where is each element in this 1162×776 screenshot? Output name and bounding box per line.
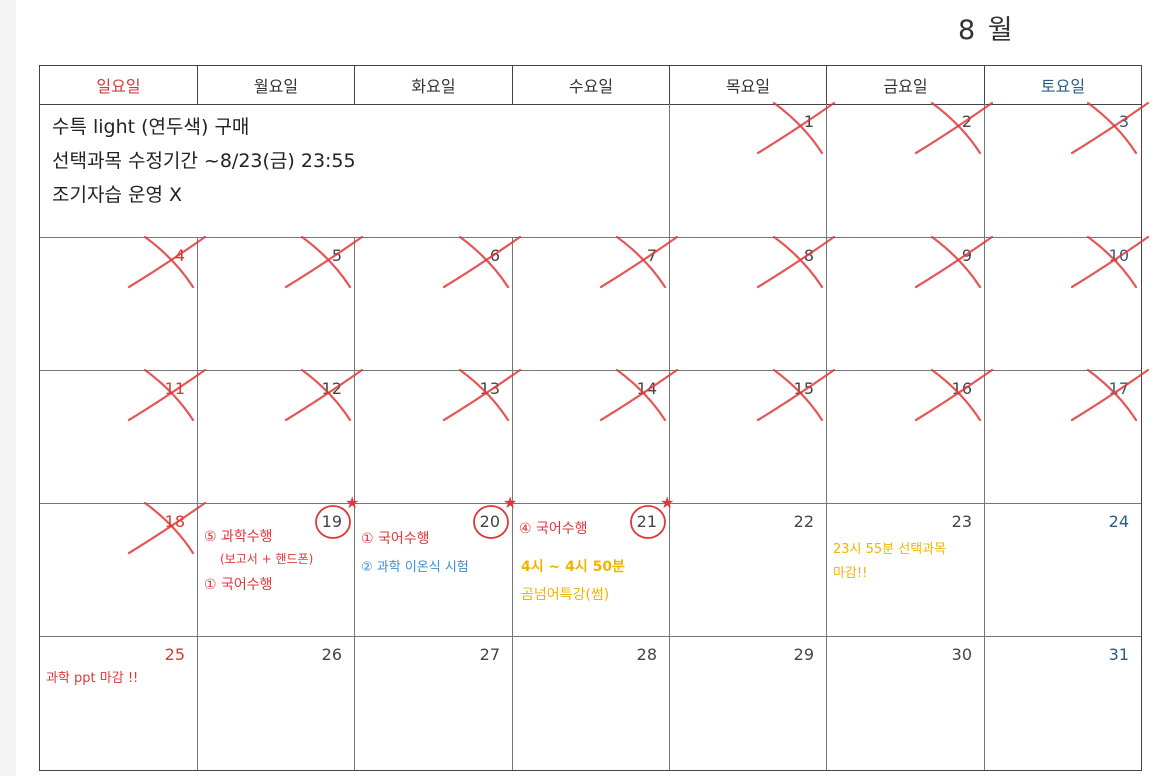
- day-cell: 10: [985, 238, 1141, 370]
- day-cell: 26: [198, 637, 355, 770]
- month-title: 8 월: [958, 15, 1015, 46]
- note-d19-line-1: ⑤ 과학수행: [204, 529, 273, 545]
- note-d21-line-3: 곰넘어특강(썸): [521, 587, 610, 603]
- note-d20-line-1: ① 국어수행: [361, 531, 430, 547]
- day-number: 1: [803, 112, 814, 131]
- day-number: 9: [961, 246, 972, 265]
- day-number: 12: [321, 379, 342, 398]
- day-cell: 22: [670, 504, 827, 636]
- day-number: 7: [646, 246, 657, 265]
- day-number: 31: [1108, 645, 1129, 664]
- day-number: 2: [961, 112, 972, 131]
- note-d21-line-1: ④ 국어수행: [519, 521, 588, 537]
- day-cell: 25 과학 ppt 마감 !!: [40, 637, 198, 770]
- day-cell: 14: [513, 371, 670, 503]
- note-d19-line-3: ① 국어수행: [204, 577, 273, 593]
- weekday-saturday: 토요일: [1040, 77, 1086, 96]
- day-cell: 30: [827, 637, 985, 770]
- day-number: 19: [321, 512, 342, 531]
- week-row-2: 4 5 6 7 8 9 10: [40, 238, 1141, 371]
- day-cell: 13: [355, 371, 513, 503]
- week-row-1: 수특 light (연두색) 구매 선택과목 수정기간 ~8/23(금) 23:…: [40, 104, 1141, 238]
- day-number: 5: [331, 246, 342, 265]
- left-margin-strip: [0, 0, 16, 776]
- note-d25: 과학 ppt 마감 !!: [46, 671, 139, 686]
- weekday-tuesday: 화요일: [355, 66, 513, 104]
- note-d23-line-1: 23시 55분 선택과목: [833, 542, 947, 557]
- note-d20-line-2: ② 과학 이온식 시험: [361, 560, 469, 575]
- week-row-3: 11 12 13 14 15 16 17: [40, 371, 1141, 504]
- note-d19-line-2: (보고서 + 핸드폰): [220, 552, 314, 566]
- day-number: 24: [1108, 512, 1129, 531]
- day-cell: 19 ⑤ 과학수행 (보고서 + 핸드폰) ① 국어수행: [198, 504, 355, 636]
- weekday-header-row: 일요일 월요일 화요일 수요일 목요일 금요일 토요일: [40, 66, 1141, 105]
- day-number: 18: [164, 512, 185, 531]
- day-number: 10: [1108, 246, 1129, 265]
- day-number: 17: [1108, 379, 1129, 398]
- weekday-thursday: 목요일: [670, 66, 827, 104]
- day-cell: 15: [670, 371, 827, 503]
- day-cell: 29: [670, 637, 827, 770]
- day-cell: 23 23시 55분 선택과목 마감!!: [827, 504, 985, 636]
- weekday-wednesday: 수요일: [513, 66, 670, 104]
- day-cell: 3: [985, 104, 1141, 237]
- day-cell: 17: [985, 371, 1141, 503]
- day-number: 4: [174, 246, 185, 265]
- day-cell: 20 ① 국어수행 ② 과학 이온식 시험: [355, 504, 513, 636]
- day-number: 14: [636, 379, 657, 398]
- day-cell: 12: [198, 371, 355, 503]
- day-number: 20: [479, 512, 500, 531]
- day-cell: 31: [985, 637, 1141, 770]
- weekday-monday: 월요일: [198, 66, 355, 104]
- day-cell: 16: [827, 371, 985, 503]
- day-number: 8: [803, 246, 814, 265]
- day-number: 11: [164, 379, 185, 398]
- note-d23-line-2: 마감!!: [833, 566, 868, 581]
- day-cell: 1: [670, 104, 827, 237]
- day-number: 28: [636, 645, 657, 664]
- day-cell: 6: [355, 238, 513, 370]
- memo-line-3: 조기자습 운영 X: [52, 184, 182, 206]
- day-number: 29: [793, 645, 814, 664]
- weekday-friday: 금요일: [827, 66, 985, 104]
- day-number: 27: [479, 645, 500, 664]
- week-row-4: 18 19 ⑤ 과학수행 (보고서 + 핸드폰) ① 국어수행 20 ① 국어수…: [40, 504, 1141, 637]
- calendar-grid: 일요일 월요일 화요일 수요일 목요일 금요일 토요일 수특 light (연두…: [39, 65, 1142, 771]
- day-number: 6: [489, 246, 500, 265]
- day-number: 21: [636, 512, 657, 531]
- day-number: 23: [951, 512, 972, 531]
- day-number: 30: [951, 645, 972, 664]
- day-cell: 2: [827, 104, 985, 237]
- day-cell: 27: [355, 637, 513, 770]
- day-cell: 28: [513, 637, 670, 770]
- day-number: 3: [1118, 112, 1129, 131]
- day-cell: 7: [513, 238, 670, 370]
- day-cell: 18: [40, 504, 198, 636]
- day-cell: 4: [40, 238, 198, 370]
- day-number: 26: [321, 645, 342, 664]
- day-number: 13: [479, 379, 500, 398]
- weekday-sunday: 일요일: [40, 66, 198, 104]
- day-cell: 24: [985, 504, 1141, 636]
- blank-memo-cell: 수특 light (연두색) 구매 선택과목 수정기간 ~8/23(금) 23:…: [40, 104, 670, 237]
- day-cell: 9: [827, 238, 985, 370]
- day-number: 16: [951, 379, 972, 398]
- day-number: 22: [793, 512, 814, 531]
- day-cell: 8: [670, 238, 827, 370]
- day-cell: 21 ④ 국어수행 4시 ~ 4시 50분 곰넘어특강(썸): [513, 504, 670, 636]
- day-number: 15: [793, 379, 814, 398]
- day-cell: 5: [198, 238, 355, 370]
- memo-line-2: 선택과목 수정기간 ~8/23(금) 23:55: [52, 150, 356, 172]
- day-number: 25: [164, 645, 185, 664]
- memo-line-1: 수특 light (연두색) 구매: [52, 116, 250, 138]
- week-row-5: 25 과학 ppt 마감 !! 26 27 28 29 30 31: [40, 637, 1141, 770]
- day-cell: 11: [40, 371, 198, 503]
- note-d21-line-2: 4시 ~ 4시 50분: [521, 559, 625, 575]
